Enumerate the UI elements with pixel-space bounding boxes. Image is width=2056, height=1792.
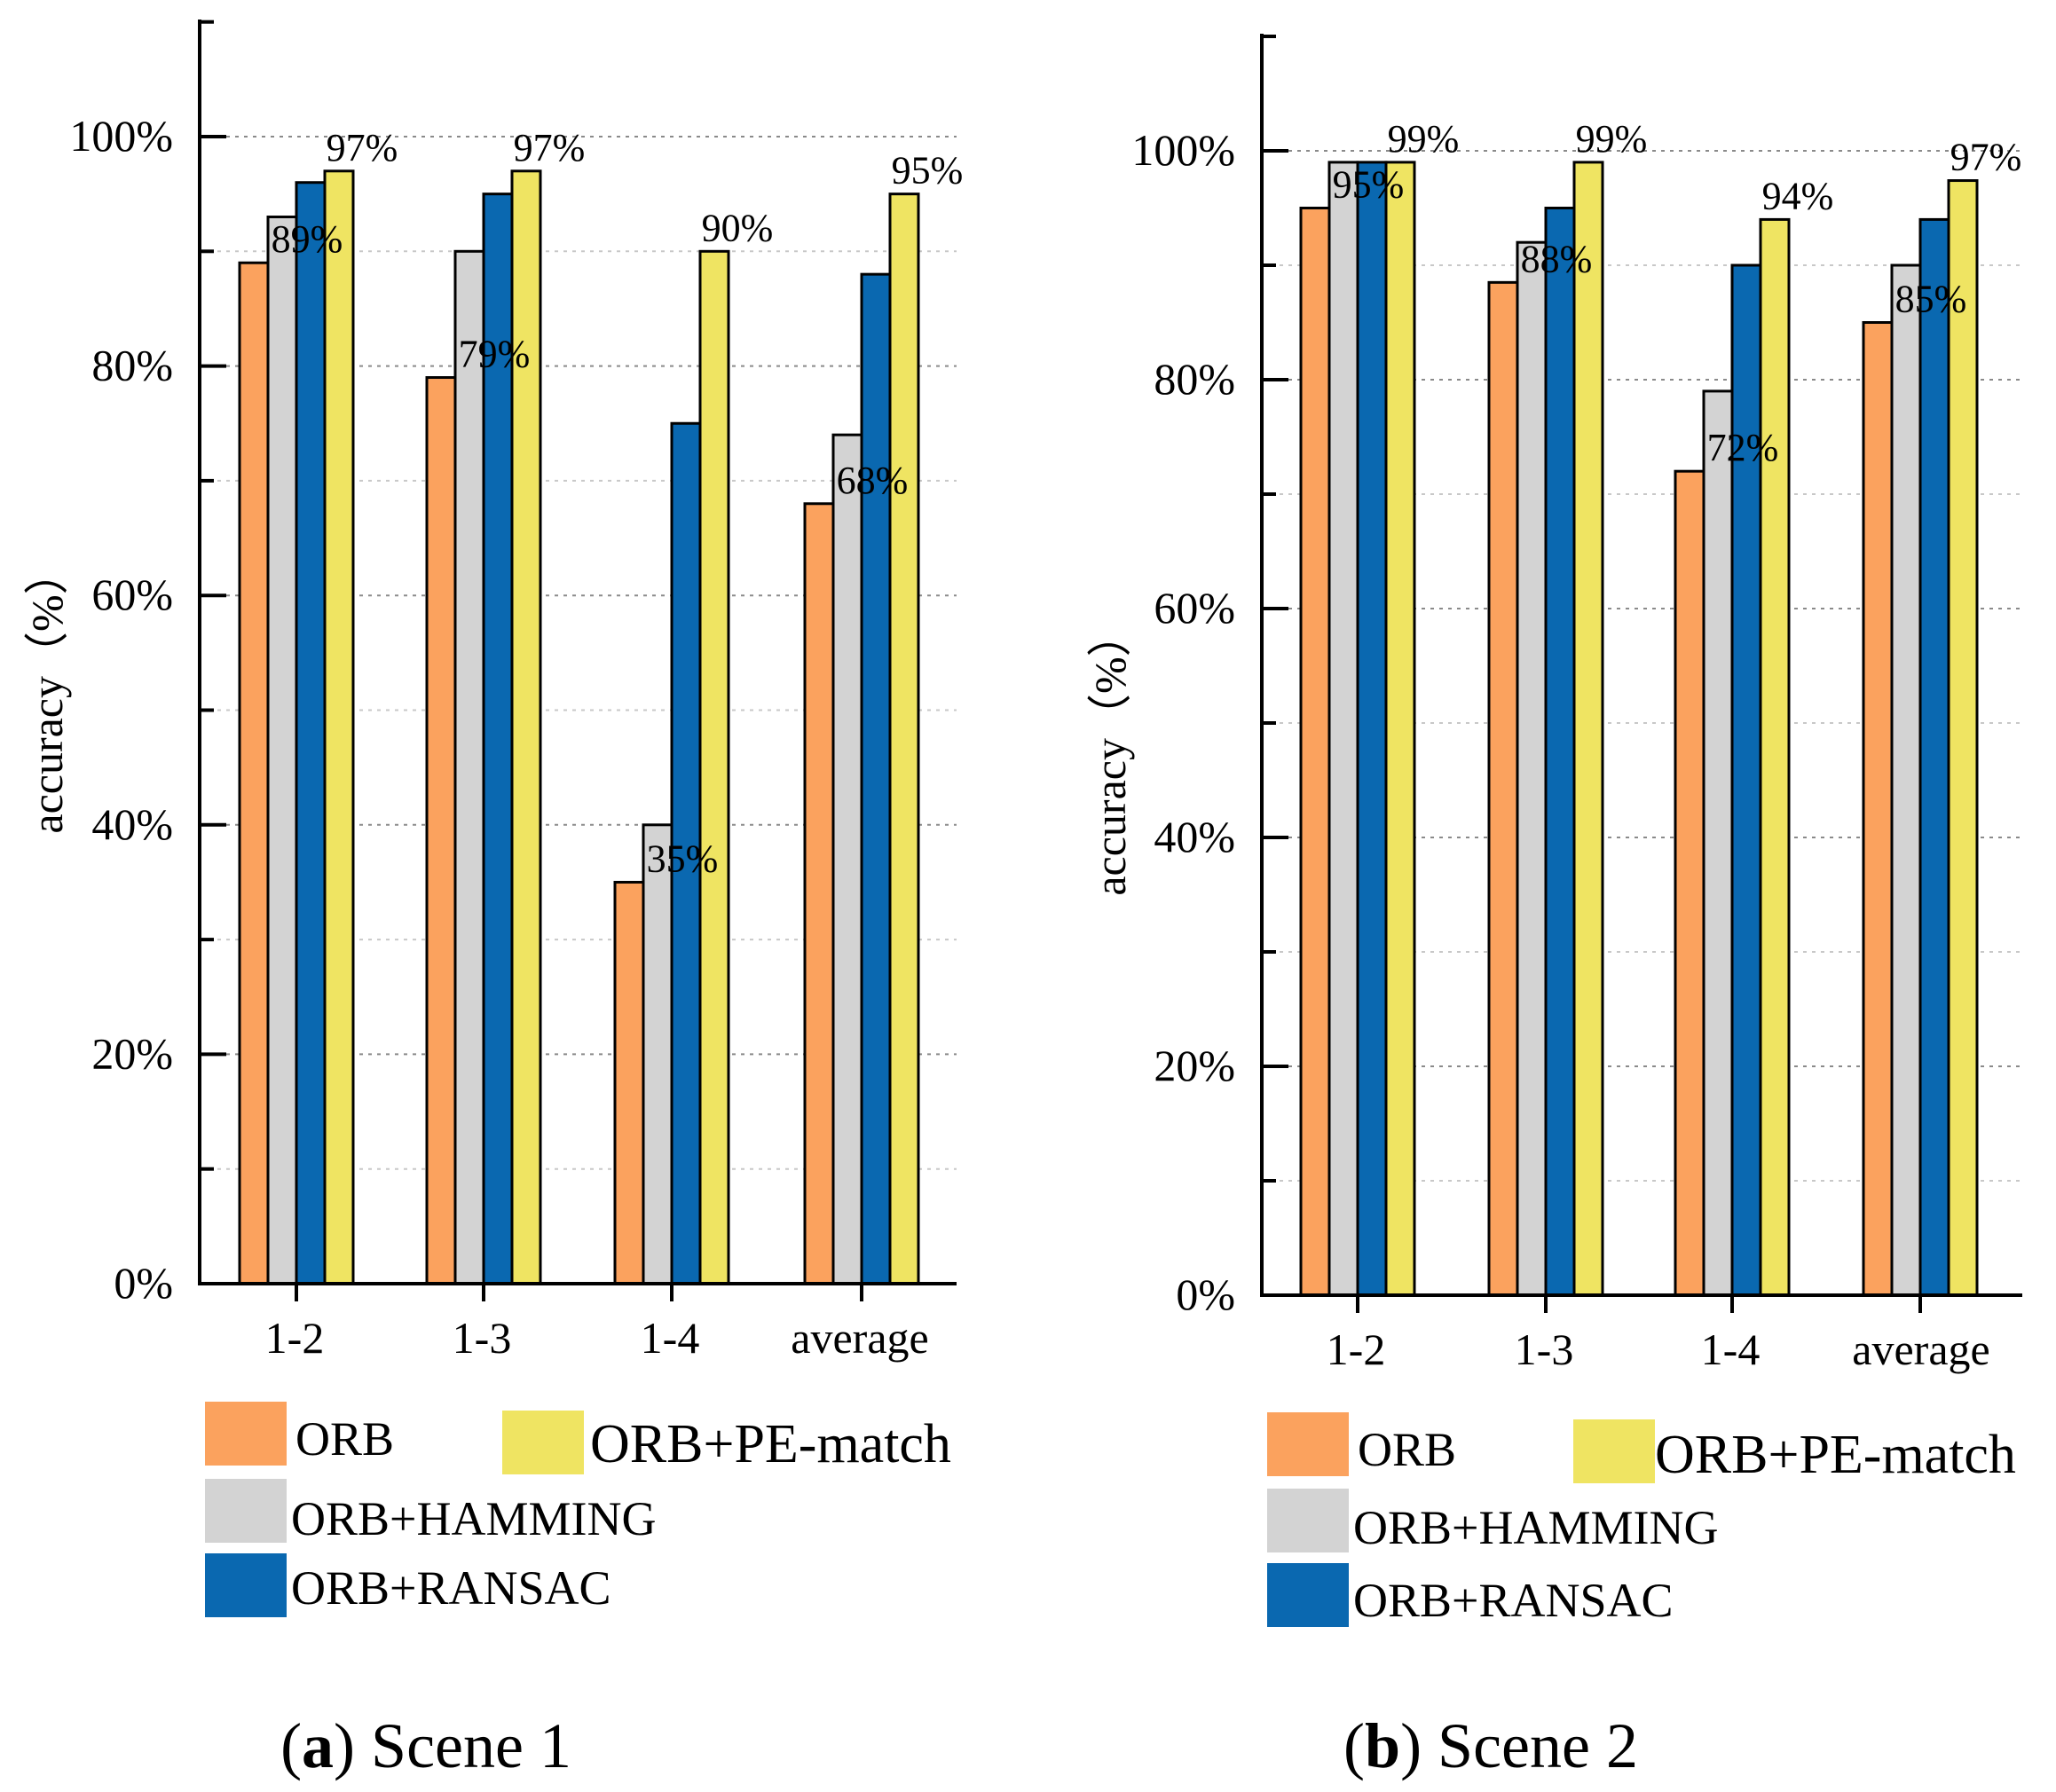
- legend-label: ORB+RANSAC: [291, 1561, 611, 1615]
- bar: [1516, 240, 1548, 1297]
- bar: [1299, 207, 1331, 1297]
- bar: [1544, 207, 1576, 1297]
- data-label: 97%: [327, 126, 398, 169]
- data-label: 97%: [1950, 136, 2022, 179]
- bar: [642, 823, 674, 1285]
- y-tick-label: 20%: [1154, 1041, 1235, 1090]
- data-label: 94%: [1762, 174, 1834, 217]
- y-tick-label: 40%: [1154, 812, 1235, 861]
- bar: [238, 261, 270, 1285]
- x-tick-label: 1-3: [1515, 1324, 1574, 1374]
- legend-swatch: [205, 1553, 287, 1617]
- legend-label: ORB+HAMMING: [291, 1492, 657, 1545]
- bar: [613, 880, 645, 1285]
- bar: [1918, 217, 1950, 1297]
- y-tick-label: 100%: [69, 111, 173, 161]
- bar: [1730, 263, 1762, 1297]
- legend-swatch: [502, 1411, 584, 1474]
- x-tick-label: 1-3: [453, 1313, 512, 1363]
- data-label: 90%: [702, 206, 774, 249]
- data-label: 79%: [459, 333, 531, 376]
- bar: [860, 272, 892, 1285]
- data-label: 85%: [1895, 278, 1967, 321]
- y-tick-label: 0%: [1176, 1269, 1235, 1319]
- y-tick-label: 40%: [91, 799, 173, 849]
- panel-caption: (b) Scene 2: [1343, 1710, 1638, 1781]
- bar: [1384, 161, 1416, 1297]
- y-axis-label: accuracy（%）: [1085, 612, 1135, 895]
- legend-label: ORB+PE-match: [1655, 1425, 2016, 1485]
- chart-panel-a: 0% 20% 40% 60% 80% 100% 1-2 1-3 1-4 average accura…: [22, 20, 963, 1781]
- y-tick-label: 80%: [1154, 354, 1235, 404]
- data-label: 35%: [647, 837, 719, 880]
- legend-label: ORB: [1358, 1423, 1456, 1476]
- x-tick-label: 1-2: [265, 1313, 325, 1363]
- bar: [1862, 321, 1894, 1297]
- bar: [831, 433, 863, 1285]
- bar: [1947, 179, 1979, 1297]
- legend-swatch: [205, 1479, 287, 1543]
- bar: [888, 193, 920, 1285]
- legend-swatch: [1267, 1563, 1349, 1627]
- legend-label: ORB+HAMMING: [1353, 1501, 1719, 1554]
- y-tick-label: 20%: [91, 1028, 173, 1078]
- legend-label: ORB+RANSAC: [1353, 1574, 1674, 1627]
- data-label: 99%: [1576, 117, 1648, 161]
- y-tick-label: 80%: [91, 341, 173, 390]
- chart-panel-b: 0% 20% 40% 60% 80% 100% 1-2 1-3 1-4 average accura…: [1085, 34, 2022, 1781]
- legend-swatch: [1267, 1412, 1349, 1476]
- bar: [698, 249, 730, 1285]
- legend-swatch: [1267, 1489, 1349, 1552]
- data-label: 95%: [1333, 163, 1405, 207]
- data-label: 97%: [514, 126, 586, 169]
- panel-caption: (a) Scene 1: [280, 1710, 571, 1781]
- legend-swatch: [1573, 1419, 1655, 1483]
- bar: [1487, 280, 1519, 1297]
- bar: [510, 169, 542, 1285]
- bar: [425, 376, 457, 1285]
- bar: [1702, 389, 1734, 1297]
- y-tick-label: 60%: [1154, 583, 1235, 633]
- data-label: 88%: [1521, 237, 1593, 280]
- legend-swatch: [205, 1402, 287, 1466]
- y-axis-label: accuracy（%）: [22, 550, 72, 833]
- bar: [1890, 263, 1922, 1297]
- y-tick-label: 100%: [1131, 125, 1235, 175]
- bar: [266, 216, 298, 1285]
- data-label: 89%: [272, 217, 343, 261]
- data-label: 68%: [837, 459, 909, 502]
- legend-label: ORB: [295, 1412, 394, 1466]
- bar: [1356, 161, 1388, 1297]
- data-label: 95%: [892, 149, 964, 193]
- bar: [295, 181, 327, 1285]
- x-tick-label: 1-2: [1327, 1324, 1386, 1374]
- bar: [1759, 217, 1791, 1297]
- legend-label: ORB+PE-match: [590, 1414, 951, 1474]
- y-tick-label: 0%: [114, 1258, 173, 1308]
- bar: [1327, 161, 1359, 1297]
- y-tick-label: 60%: [91, 570, 173, 619]
- bar: [323, 169, 355, 1285]
- bar: [1674, 469, 1705, 1297]
- bar: [1572, 161, 1604, 1297]
- bar: [453, 249, 485, 1285]
- x-tick-label: 1-4: [1701, 1324, 1761, 1374]
- data-label: 72%: [1707, 426, 1779, 469]
- data-label: 99%: [1388, 117, 1460, 161]
- x-tick-label: average: [1852, 1324, 1989, 1374]
- bar: [670, 421, 702, 1285]
- bar: [803, 502, 835, 1285]
- x-tick-label: 1-4: [641, 1313, 700, 1363]
- x-tick-label: average: [791, 1313, 928, 1363]
